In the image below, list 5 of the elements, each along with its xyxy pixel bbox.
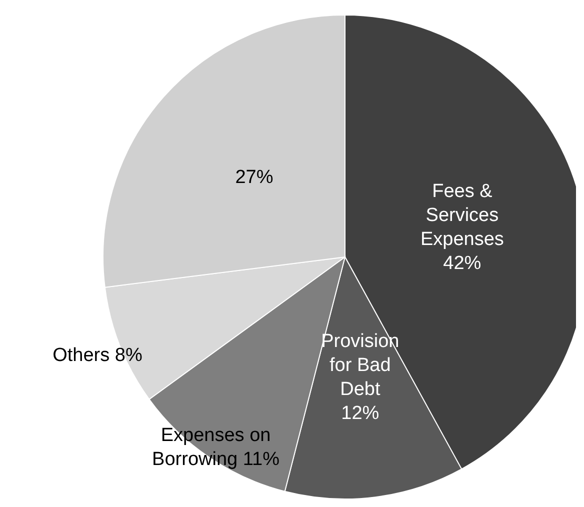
data-label: 12% [341, 402, 380, 424]
data-label: 42% [443, 252, 482, 274]
slice-label: Others 8% [52, 344, 142, 366]
slice-label: Fees & Services Expenses [420, 180, 504, 250]
data-label: 27% [235, 166, 274, 188]
